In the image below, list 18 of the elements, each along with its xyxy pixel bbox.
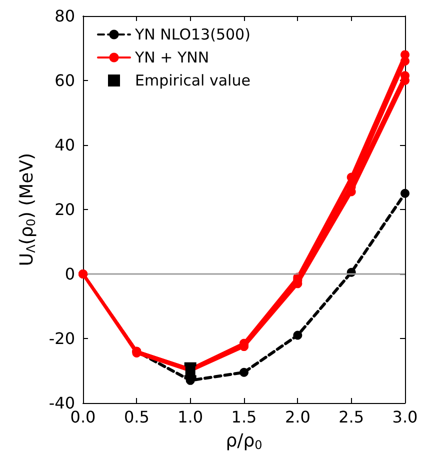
y-tick-label: 40 <box>54 136 75 154</box>
x-tick-label: 2.0 <box>284 408 310 426</box>
y-tick-label: 80 <box>54 6 75 26</box>
x-tick-label: 2.5 <box>338 408 364 426</box>
x-tick-label: 3.0 <box>392 408 418 426</box>
x-tick-label: 1.0 <box>178 408 204 426</box>
y-tick-label: 60 <box>54 71 75 90</box>
x-axis-title: ρ/ρ0 <box>226 430 262 452</box>
legend-label: Empirical value <box>135 72 250 90</box>
y-axis-title: UΛ(ρ0) (MeV) <box>16 152 38 266</box>
y-tick-label: -20 <box>48 329 75 348</box>
x-tick-label: 0.5 <box>124 408 150 426</box>
y-tick-label: 0 <box>64 264 75 284</box>
x-tick-label: 1.5 <box>231 408 257 426</box>
x-tick-label: 0.0 <box>70 408 96 426</box>
y-tick-label: 20 <box>54 200 75 219</box>
legend-label: YN NLO13(500) <box>134 26 250 44</box>
legend-label: YN + YNN <box>134 48 210 66</box>
